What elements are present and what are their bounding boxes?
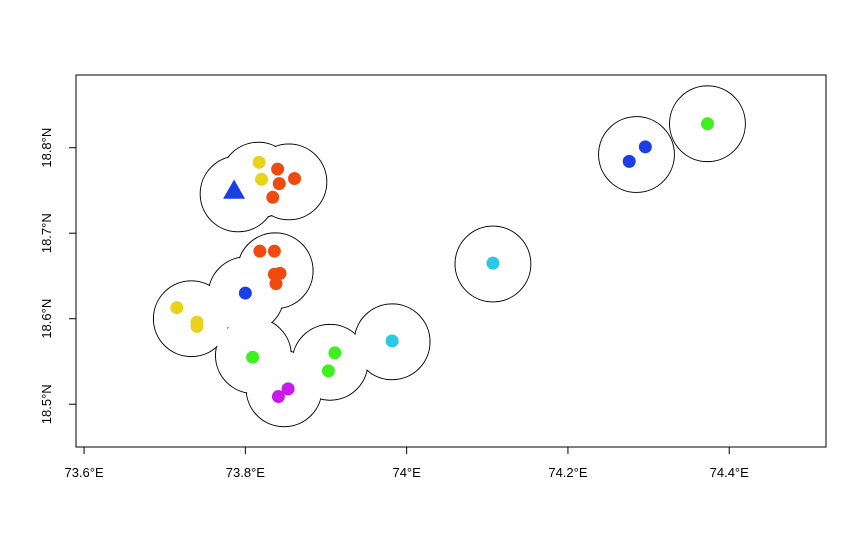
data-point <box>328 346 342 360</box>
data-point <box>190 319 204 333</box>
y-tick-label: 18.5°N <box>39 384 54 424</box>
x-tick-label: 74.2°E <box>548 465 588 480</box>
data-points <box>170 117 714 404</box>
data-point <box>321 364 335 378</box>
data-point <box>638 140 652 154</box>
data-point <box>267 244 281 258</box>
buffer-circle <box>353 303 431 381</box>
data-point <box>700 117 714 131</box>
data-point <box>254 172 268 186</box>
buffer-circle <box>236 232 314 310</box>
y-tick-label: 18.7°N <box>39 213 54 253</box>
data-point-triangle <box>223 179 246 199</box>
buffer-circle <box>454 225 532 303</box>
buffer-outlines <box>152 85 746 428</box>
buffer-circle <box>245 350 323 428</box>
data-point <box>266 190 280 204</box>
data-point <box>281 382 295 396</box>
y-axis: 18.5°N 18.6°N 18.7°N 18.8°N <box>39 128 77 424</box>
data-point <box>622 154 636 168</box>
buffer-circle <box>598 116 675 193</box>
data-point <box>246 350 260 364</box>
x-tick-label: 73.8°E <box>226 465 266 480</box>
data-point <box>238 286 252 300</box>
data-point <box>272 177 286 191</box>
data-point <box>269 277 283 291</box>
data-point <box>288 171 302 185</box>
buffer-circle <box>207 256 285 334</box>
data-point <box>253 244 267 258</box>
data-point <box>271 390 285 404</box>
data-point <box>271 162 285 176</box>
buffer-circle <box>250 143 328 221</box>
data-point <box>273 266 287 280</box>
y-tick-label: 18.6°N <box>39 299 54 339</box>
x-tick-label: 73.6°E <box>64 465 104 480</box>
buffer-circle <box>669 85 746 163</box>
data-point <box>486 256 500 270</box>
buffer-circle <box>215 317 292 394</box>
x-axis: 73.6°E 73.8°E 74°E 74.2°E 74.4°E <box>64 446 750 480</box>
buffer-circle <box>152 280 230 358</box>
y-tick-label: 18.8°N <box>39 128 54 168</box>
buffer-circle <box>291 323 369 401</box>
plot-frame <box>75 74 827 448</box>
data-point <box>170 301 184 315</box>
data-point <box>252 155 266 169</box>
x-tick-label: 74°E <box>392 465 421 480</box>
x-tick-label: 74.4°E <box>710 465 750 480</box>
data-point <box>385 334 399 348</box>
